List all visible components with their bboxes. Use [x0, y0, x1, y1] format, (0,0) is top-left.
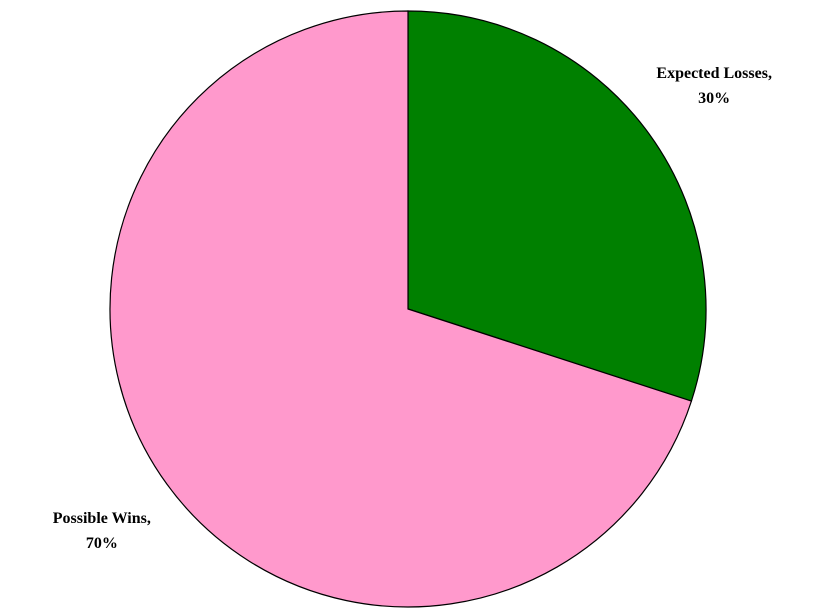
slice-value-label: 70%	[86, 535, 118, 552]
pie-slice	[109, 10, 693, 608]
slice-label: Possible Wins,	[53, 510, 151, 527]
slice-label: Expected Losses,	[656, 65, 772, 82]
slice-value-label: 30%	[698, 90, 730, 107]
pie-slice	[407, 10, 707, 402]
